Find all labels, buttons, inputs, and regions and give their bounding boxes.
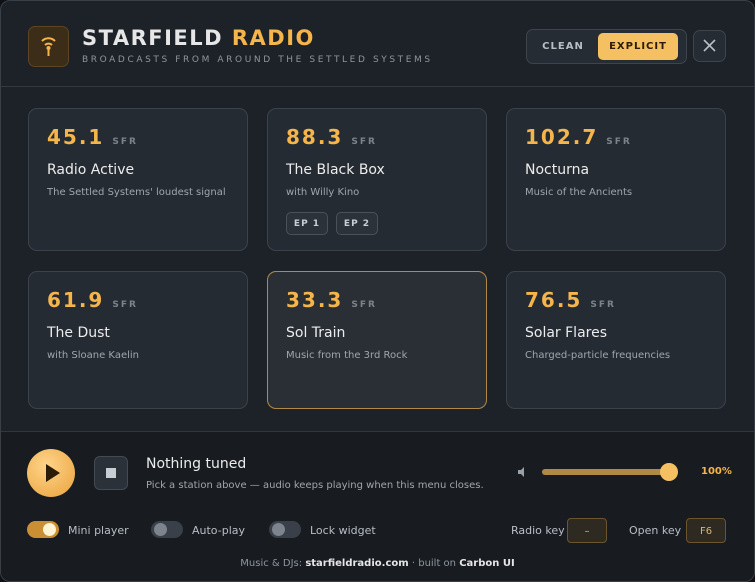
- toggle-knob: [272, 523, 285, 536]
- station-name: The Black Box: [286, 162, 385, 178]
- filter-explicit[interactable]: EXPLICIT: [598, 33, 678, 60]
- frequency: 45.1 SFR: [47, 125, 138, 149]
- toggle-knob: [43, 523, 56, 536]
- footer-text: · built on: [411, 558, 457, 569]
- frequency: 102.7 SFR: [525, 125, 632, 149]
- key-label: Open key: [629, 524, 682, 537]
- player-hint: Pick a station above — audio keeps playi…: [146, 480, 484, 491]
- toggle-switch[interactable]: [27, 521, 59, 538]
- station-card[interactable]: 76.5 SFR Solar Flares Charged-particle freq…: [506, 271, 726, 409]
- volume-track[interactable]: [542, 463, 678, 481]
- episode-button[interactable]: EP 1: [286, 212, 328, 235]
- frequency-unit: SFR: [606, 137, 632, 147]
- app-title: STARFIELD RADIO: [82, 26, 315, 50]
- station-card[interactable]: 33.3 SFR Sol Train Music from the 3rd Rock: [267, 271, 487, 409]
- station-name: Sol Train: [286, 325, 346, 341]
- frequency: 88.3 SFR: [286, 125, 377, 149]
- footer-brand: Carbon UI: [459, 558, 515, 569]
- station-description: with Sloane Kaelin: [47, 350, 139, 361]
- icon-graphic: [41, 37, 56, 56]
- frequency-unit: SFR: [112, 300, 138, 310]
- frequency-value: 33.3: [286, 288, 344, 312]
- volume-knob[interactable]: [660, 463, 678, 481]
- station-name: Nocturna: [525, 162, 590, 178]
- episode-button[interactable]: EP 2: [336, 212, 378, 235]
- toggle-switch[interactable]: [269, 521, 301, 538]
- toggle-knob: [154, 523, 167, 536]
- subtitle: BROADCASTS FROM AROUND THE SETTLED SYSTE…: [82, 55, 433, 65]
- title-accent: RADIO: [231, 26, 315, 50]
- key-label: Radio key: [511, 524, 565, 537]
- frequency-unit: SFR: [351, 300, 377, 310]
- frequency-value: 45.1: [47, 125, 105, 149]
- frequency-value: 76.5: [525, 288, 583, 312]
- radio-icon: [28, 26, 69, 67]
- station-description: Charged-particle frequencies: [525, 350, 671, 361]
- station-description: Music of the Ancients: [525, 187, 633, 198]
- frequency-value: 61.9: [47, 288, 105, 312]
- play-button[interactable]: [27, 449, 75, 497]
- toggle-label: Lock widget: [310, 524, 376, 537]
- station-card[interactable]: 102.7 SFR Nocturna Music of the Ancients: [506, 108, 726, 251]
- frequency-unit: SFR: [590, 300, 616, 310]
- filter-clean[interactable]: CLEAN: [542, 41, 584, 52]
- stop-icon: [106, 468, 116, 478]
- title-main: STARFIELD: [82, 26, 224, 50]
- toggle-label: Mini player: [68, 524, 129, 537]
- player-status: Nothing tuned: [146, 456, 247, 472]
- frequency-unit: SFR: [351, 137, 377, 147]
- station-description: Music from the 3rd Rock: [286, 350, 408, 361]
- footer-text: Music & DJs:: [240, 558, 303, 569]
- toggle-switch[interactable]: [151, 521, 183, 538]
- frequency: 76.5 SFR: [525, 288, 616, 312]
- stop-button[interactable]: [94, 456, 128, 490]
- close-icon: [703, 39, 716, 52]
- station-description: The Settled Systems' loudest signal: [47, 187, 226, 198]
- play-icon: [46, 464, 60, 482]
- station-card[interactable]: 61.9 SFR The Dust with Sloane Kaelin: [28, 271, 248, 409]
- footer-link[interactable]: starfieldradio.com: [305, 558, 409, 569]
- key-box[interactable]: F6: [686, 518, 726, 543]
- station-name: The Dust: [47, 325, 110, 341]
- toggle-label: Auto-play: [192, 524, 246, 537]
- frequency-value: 88.3: [286, 125, 344, 149]
- volume-icon: [518, 467, 524, 477]
- station-card[interactable]: 88.3 SFR The Black Box with Willy Kino EP 1 E…: [267, 108, 487, 251]
- divider: [1, 86, 754, 87]
- player-bar: [1, 431, 754, 581]
- station-description: with Willy Kino: [286, 187, 360, 198]
- station-name: Solar Flares: [525, 325, 608, 341]
- frequency-value: 102.7: [525, 125, 599, 149]
- frequency: 33.3 SFR: [286, 288, 377, 312]
- filter-group: CLEAN EXPLICIT: [526, 29, 687, 64]
- footer: Music & DJs: starfieldradio.com · built …: [1, 558, 754, 569]
- station-card[interactable]: 45.1 SFR Radio Active The Settled Systems' …: [28, 108, 248, 251]
- volume-fill: [542, 469, 669, 475]
- frequency: 61.9 SFR: [47, 288, 138, 312]
- station-name: Radio Active: [47, 162, 135, 178]
- frequency-unit: SFR: [112, 137, 138, 147]
- key-box[interactable]: –: [567, 518, 607, 543]
- close-button[interactable]: [693, 30, 726, 62]
- volume-label: 100%: [701, 466, 732, 477]
